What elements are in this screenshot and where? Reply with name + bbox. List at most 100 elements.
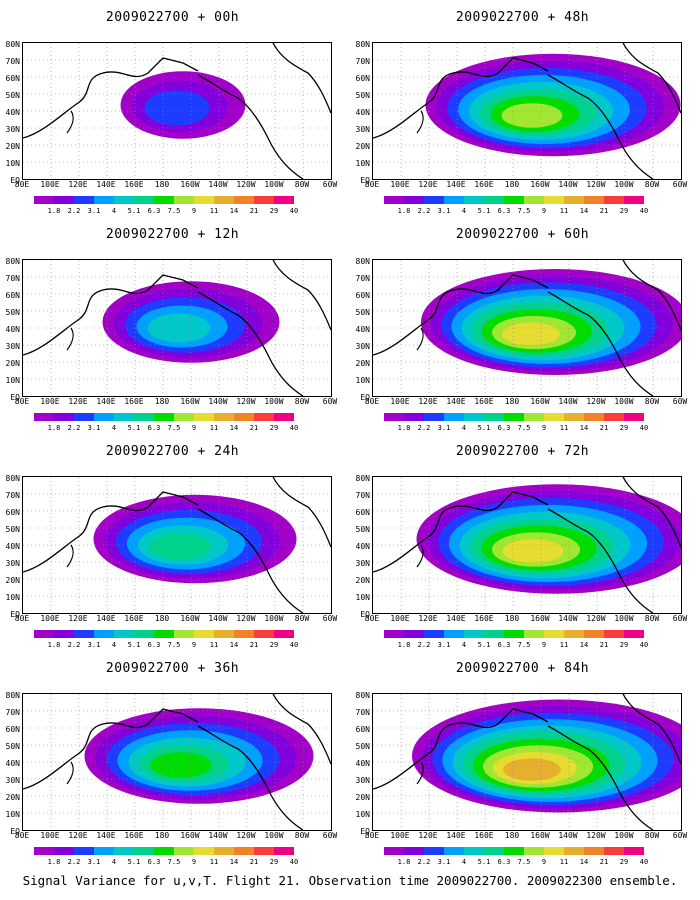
map-svg (373, 260, 681, 396)
latitude-label: EQ (10, 393, 20, 402)
latitude-label: 70N (5, 57, 20, 66)
coastline (272, 477, 331, 548)
variance-map (372, 42, 682, 180)
latitude-label: 40N (5, 325, 20, 334)
coastline (23, 491, 199, 573)
colorbar-swatch (424, 196, 444, 204)
latitude-label: 30N (355, 125, 370, 134)
coastline (272, 260, 331, 331)
longitude-label: 60W (672, 831, 688, 840)
map-panel: 2009022700 + 48h 80N 70N 60N 50N 40N 30N 20N 10N… (350, 0, 695, 218)
map-svg (373, 477, 681, 613)
colorbar-label: 2.2 (67, 424, 81, 432)
panel-title: 2009022700 + 72h (455, 444, 590, 459)
longitude-label: 60W (672, 614, 688, 623)
colorbar-label: 21 (249, 641, 259, 649)
colorbar-swatch (424, 413, 444, 421)
latitude-label: 40N (355, 325, 370, 334)
colorbar-label: 14 (579, 641, 589, 649)
colorbar-swatch (624, 630, 644, 638)
longitude-label: 140W (558, 180, 578, 189)
longitude-label: 120E (418, 180, 438, 189)
latitude-label: 20N (5, 359, 20, 368)
latitude-label: 30N (355, 342, 370, 351)
colorbar-label: 40 (639, 424, 649, 432)
colorbar-swatch (174, 413, 194, 421)
colorbar-swatch (544, 413, 564, 421)
colorbar-label: 14 (229, 207, 239, 215)
colorbar-swatch (564, 413, 584, 421)
colorbar-swatch (524, 196, 544, 204)
longitude-label: 160E (124, 180, 144, 189)
colorbar-swatch (54, 630, 74, 638)
longitude-label: 160W (530, 831, 550, 840)
colorbar (384, 847, 644, 855)
colorbar-label: 21 (249, 858, 259, 866)
colorbar-label: 14 (229, 858, 239, 866)
coastline (373, 708, 549, 790)
map-panel: 2009022700 + 36h 80N 70N 60N 50N 40N 30N 20N 10N… (0, 651, 345, 869)
colorbar-swatch (504, 847, 524, 855)
longitude-label: 80W (294, 614, 310, 623)
longitude-label: 140W (208, 180, 228, 189)
longitude-label: 140W (208, 397, 228, 406)
colorbar-swatch (194, 196, 214, 204)
coastline (622, 477, 681, 548)
colorbar (34, 630, 294, 638)
colorbar-label: 21 (249, 207, 259, 215)
longitude-label: 80W (294, 831, 310, 840)
colorbar-swatch (154, 847, 174, 855)
panel-title: 2009022700 + 60h (455, 227, 590, 242)
colorbar-swatch (584, 196, 604, 204)
colorbar-label: 21 (599, 858, 609, 866)
colorbar-swatch (484, 630, 504, 638)
colorbar-swatch (544, 196, 564, 204)
colorbar-swatch (464, 413, 484, 421)
colorbar-label: 2.2 (417, 424, 431, 432)
map-svg (23, 260, 331, 396)
longitude-label: 100E (390, 614, 410, 623)
coastline (23, 57, 199, 139)
latitude-label: 30N (5, 776, 20, 785)
colorbar-label: 4 (111, 207, 117, 215)
colorbar-label: 6.3 (147, 424, 161, 432)
colorbar-swatch (154, 630, 174, 638)
map-panel: 2009022700 + 24h 80N 70N 60N 50N 40N 30N 20N 10N… (0, 434, 345, 652)
longitude-label: 60W (322, 397, 338, 406)
longitude-label: 100W (264, 831, 284, 840)
latitude-label: 10N (5, 810, 20, 819)
variance-contour (502, 539, 564, 563)
variance-map (22, 42, 332, 180)
coastline (66, 110, 74, 134)
colorbar-swatch (254, 413, 274, 421)
colorbar-swatch (34, 847, 54, 855)
colorbar-label: 9 (191, 424, 197, 432)
latitude-label: 70N (355, 491, 370, 500)
colorbar-label: 1.8 (47, 207, 61, 215)
colorbar-swatch (234, 847, 254, 855)
colorbar-label: 5.1 (477, 207, 491, 215)
variance-map (22, 693, 332, 831)
latitude-label: 80N (5, 691, 20, 700)
latitude-label: 70N (5, 708, 20, 717)
colorbar-swatch (54, 847, 74, 855)
colorbar-swatch (154, 196, 174, 204)
colorbar-label: 6.3 (497, 207, 511, 215)
panel-title: 2009022700 + 00h (105, 10, 240, 25)
colorbar-swatch (94, 630, 114, 638)
colorbar-swatch (34, 196, 54, 204)
colorbar-label: 29 (619, 424, 629, 432)
colorbar-swatch (54, 413, 74, 421)
colorbar-swatch (134, 630, 154, 638)
latitude-label: EQ (360, 176, 370, 185)
colorbar-label: 14 (229, 424, 239, 432)
longitude-label: 160W (530, 180, 550, 189)
colorbar-swatch (404, 196, 424, 204)
longitude-label: 100W (264, 180, 284, 189)
colorbar-swatch (624, 847, 644, 855)
map-svg (23, 43, 331, 179)
colorbar-label: 40 (289, 641, 299, 649)
latitude-label: EQ (360, 610, 370, 619)
variance-contour (501, 103, 563, 128)
longitude-label: 80E (364, 180, 380, 189)
